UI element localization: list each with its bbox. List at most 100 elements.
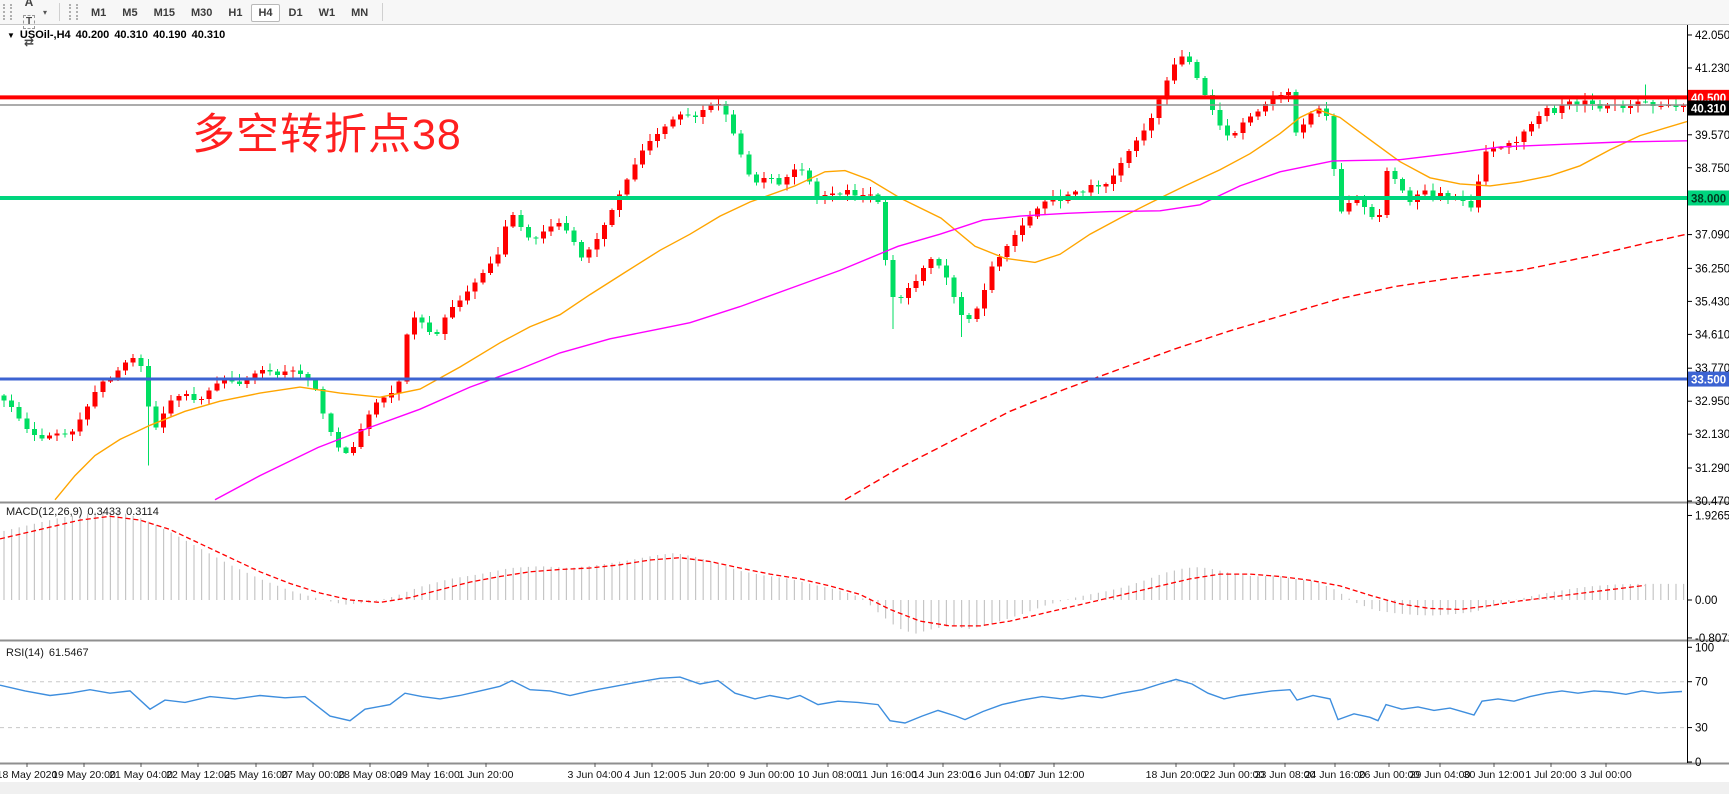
price-tick: 38.750 xyxy=(1695,163,1729,175)
price-tick: 39.570 xyxy=(1695,130,1729,142)
timeframe-button-M30[interactable]: M30 xyxy=(184,4,219,22)
low-value: 40.190 xyxy=(152,29,187,41)
price-axis[interactable]: 42.050 41.230 39.570 38.750 37.090 36.250 35.4… xyxy=(1687,30,1729,769)
rsi-tick: 100 xyxy=(1695,642,1714,654)
chevron-down-icon[interactable]: ▾ xyxy=(43,7,48,17)
price-tick: 32.130 xyxy=(1695,429,1729,441)
toolbar-icons: FAT⇄ xyxy=(17,0,41,52)
macd-layer xyxy=(0,511,1685,634)
date-label: 11 Jun 16:00 xyxy=(857,769,917,781)
ma-slow-red xyxy=(844,233,1687,501)
date-label: 1 Jul 20:00 xyxy=(1525,769,1577,781)
rsi-label: RSI(14) 61.5467 xyxy=(6,647,89,659)
date-label: 29 Jun 04:00 xyxy=(1410,769,1471,781)
date-label: 29 May 16:00 xyxy=(396,769,460,781)
symbol-period-label: USOil-,H4 xyxy=(19,29,71,41)
date-label: 3 Jun 04:00 xyxy=(568,769,623,781)
chart-ohlc-header: ▼ USOil-,H4 40.200 40.310 40.190 40.310 xyxy=(7,29,225,41)
macd-label: MACD(12,26,9) 0.3433 0.3114 xyxy=(6,506,159,518)
date-label: 26 Jun 00:00 xyxy=(1359,769,1420,781)
timeframe-button-H4[interactable]: H4 xyxy=(251,3,280,22)
macd-tick: 0.00 xyxy=(1695,595,1717,607)
price-badge-33.500: 33.500 xyxy=(1688,371,1729,387)
toolbar-drag-handle[interactable] xyxy=(69,4,78,20)
price-tick: 37.090 xyxy=(1695,230,1729,242)
timeframe-button-M1[interactable]: M1 xyxy=(84,4,113,22)
timeframe-button-M15[interactable]: M15 xyxy=(147,4,182,22)
toolbar-separator xyxy=(382,3,384,21)
macd-signal-value: 0.3114 xyxy=(126,506,159,518)
macd-signal-line xyxy=(0,515,1646,627)
date-label: 17 Jun 12:00 xyxy=(1024,769,1085,781)
cursor-mode-icon[interactable]: ⇄ xyxy=(23,35,35,49)
svg-text:40.310: 40.310 xyxy=(1691,104,1726,116)
macd-tick: 1.9265 xyxy=(1695,510,1729,522)
price-tick: 42.050 xyxy=(1695,30,1729,42)
date-label: 23 Jun 08:00 xyxy=(1255,769,1316,781)
timeframe-button-W1[interactable]: W1 xyxy=(312,4,343,22)
toolbar-drag-handle[interactable] xyxy=(3,4,12,20)
timeframe-button-H1[interactable]: H1 xyxy=(221,4,249,22)
date-label: 1 Jun 20:00 xyxy=(459,769,514,781)
window-bottom-strip xyxy=(0,782,1729,794)
date-label: 22 May 12:00 xyxy=(166,769,230,781)
date-label: 4 Jun 12:00 xyxy=(625,769,680,781)
rsi-value: 61.5467 xyxy=(48,647,89,659)
date-label: 30 Jun 12:00 xyxy=(1464,769,1525,781)
price-tick: 34.610 xyxy=(1695,329,1729,341)
date-label: 10 Jun 08:00 xyxy=(798,769,859,781)
rsi-tick: 0 xyxy=(1695,757,1701,769)
date-label: 25 May 16:00 xyxy=(224,769,288,781)
moving-averages-layer xyxy=(54,108,1687,501)
open-value: 40.200 xyxy=(75,29,110,41)
date-label: 18 May 2020 xyxy=(0,769,58,781)
annotation-text: 多空转折点38 xyxy=(192,111,462,159)
toolbar-separator xyxy=(59,3,60,21)
price-tick: 30.470 xyxy=(1695,496,1729,508)
date-label: 21 May 04:00 xyxy=(109,769,173,781)
date-label: 14 Jun 23:00 xyxy=(913,769,974,781)
date-label: 3 Jul 00:00 xyxy=(1580,769,1632,781)
date-label: 28 May 08:00 xyxy=(338,769,402,781)
collapse-triangle-icon[interactable]: ▼ xyxy=(7,30,15,40)
current-price-badge: 40.310 xyxy=(1688,100,1729,116)
date-label: 16 Jun 04:00 xyxy=(970,769,1031,781)
price-tick: 41.230 xyxy=(1695,63,1729,75)
date-label: 27 May 00:00 xyxy=(281,769,345,781)
price-tick: 36.250 xyxy=(1695,263,1729,275)
date-label: 9 Jun 00:00 xyxy=(740,769,795,781)
rsi-line xyxy=(0,676,1683,724)
text-label-tool-icon[interactable]: T xyxy=(17,12,41,32)
price-tick: 31.290 xyxy=(1695,463,1729,475)
svg-text:38.000: 38.000 xyxy=(1691,193,1726,205)
macd-main-value: 0.3433 xyxy=(87,506,122,518)
date-label: 22 Jun 00:00 xyxy=(1204,769,1265,781)
price-tick: 32.950 xyxy=(1695,396,1729,408)
close-value: 40.310 xyxy=(191,29,226,41)
timeframe-button-D1[interactable]: D1 xyxy=(282,4,310,22)
ma-fast-orange xyxy=(54,108,1687,501)
rsi-name: RSI(14) xyxy=(6,647,44,659)
price-badge-38.000: 38.000 xyxy=(1688,190,1729,206)
price-tick: 35.430 xyxy=(1695,296,1729,308)
high-value: 40.310 xyxy=(114,29,148,41)
timeframe-buttons: M1 M5 M15 M30 H1 H4 D1 W1 MN xyxy=(83,3,376,22)
candles-layer xyxy=(1,49,1687,466)
rsi-tick: 70 xyxy=(1695,677,1708,689)
date-label: 18 Jun 20:00 xyxy=(1146,769,1207,781)
rsi-layer xyxy=(0,676,1687,729)
timeframe-button-MN[interactable]: MN xyxy=(344,4,375,22)
timeframe-button-M5[interactable]: M5 xyxy=(115,4,144,22)
arrow-tool-icon[interactable]: A xyxy=(24,0,34,9)
date-label: 24 Jun 16:00 xyxy=(1305,769,1366,781)
date-label: 5 Jun 20:00 xyxy=(681,769,736,781)
ma-medium-magenta xyxy=(214,140,1687,501)
rsi-tick: 30 xyxy=(1695,723,1708,735)
svg-text:33.500: 33.500 xyxy=(1691,375,1726,387)
date-label: 19 May 20:00 xyxy=(52,769,116,781)
